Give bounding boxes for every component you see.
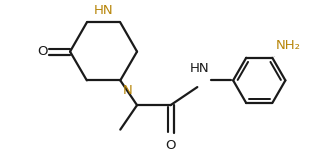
Text: N: N [123,84,132,97]
Text: HN: HN [190,62,210,75]
Text: O: O [165,139,176,152]
Text: NH₂: NH₂ [276,39,301,52]
Text: O: O [37,45,48,58]
Text: HN: HN [94,4,113,18]
